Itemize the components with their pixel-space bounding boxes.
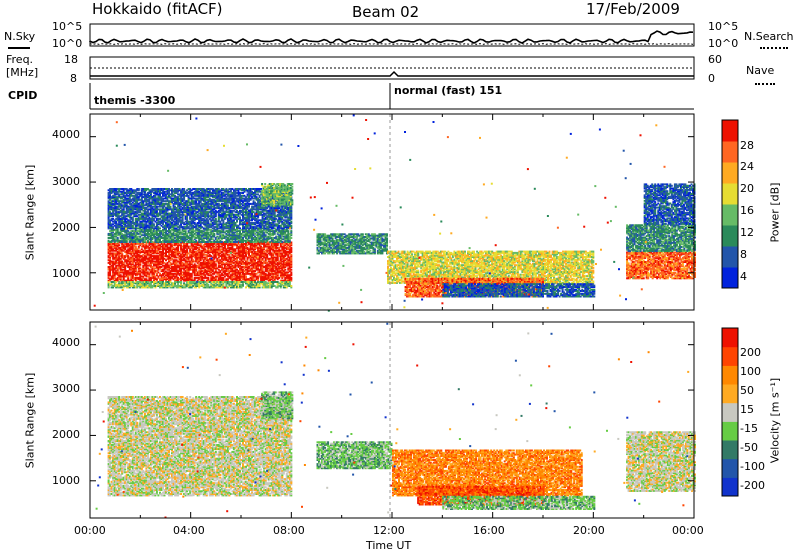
power-cell [290, 237, 292, 239]
power-cell [290, 285, 292, 287]
power-cell [287, 230, 289, 232]
power-cell [180, 281, 182, 283]
power-cell [115, 281, 117, 283]
noise-search-trace [90, 44, 693, 45]
power-cell [290, 269, 292, 271]
power-cell [207, 277, 209, 279]
power-cell [245, 276, 247, 278]
power-cell [117, 237, 119, 239]
power-cell [195, 240, 197, 242]
power-cell [221, 241, 223, 243]
power-cell [290, 271, 292, 273]
power-cell [138, 188, 140, 190]
power-cell [135, 246, 137, 248]
power-cell [290, 247, 292, 249]
noise-sky-trace [90, 31, 693, 43]
freq-trace [90, 72, 694, 76]
power-cell [281, 241, 283, 243]
power-cell [290, 230, 292, 232]
power-cell [108, 281, 110, 283]
power-cell [289, 281, 291, 283]
power-cell [284, 269, 286, 271]
power-cell [153, 223, 155, 225]
power-cell [151, 241, 153, 243]
power-cell [159, 227, 161, 229]
power-cell [207, 284, 209, 286]
power-cell [118, 244, 120, 246]
power-cell [215, 263, 217, 265]
power-cell [213, 233, 215, 235]
power-cell [290, 277, 292, 279]
power-cell [290, 254, 292, 256]
power-cell [121, 252, 123, 254]
